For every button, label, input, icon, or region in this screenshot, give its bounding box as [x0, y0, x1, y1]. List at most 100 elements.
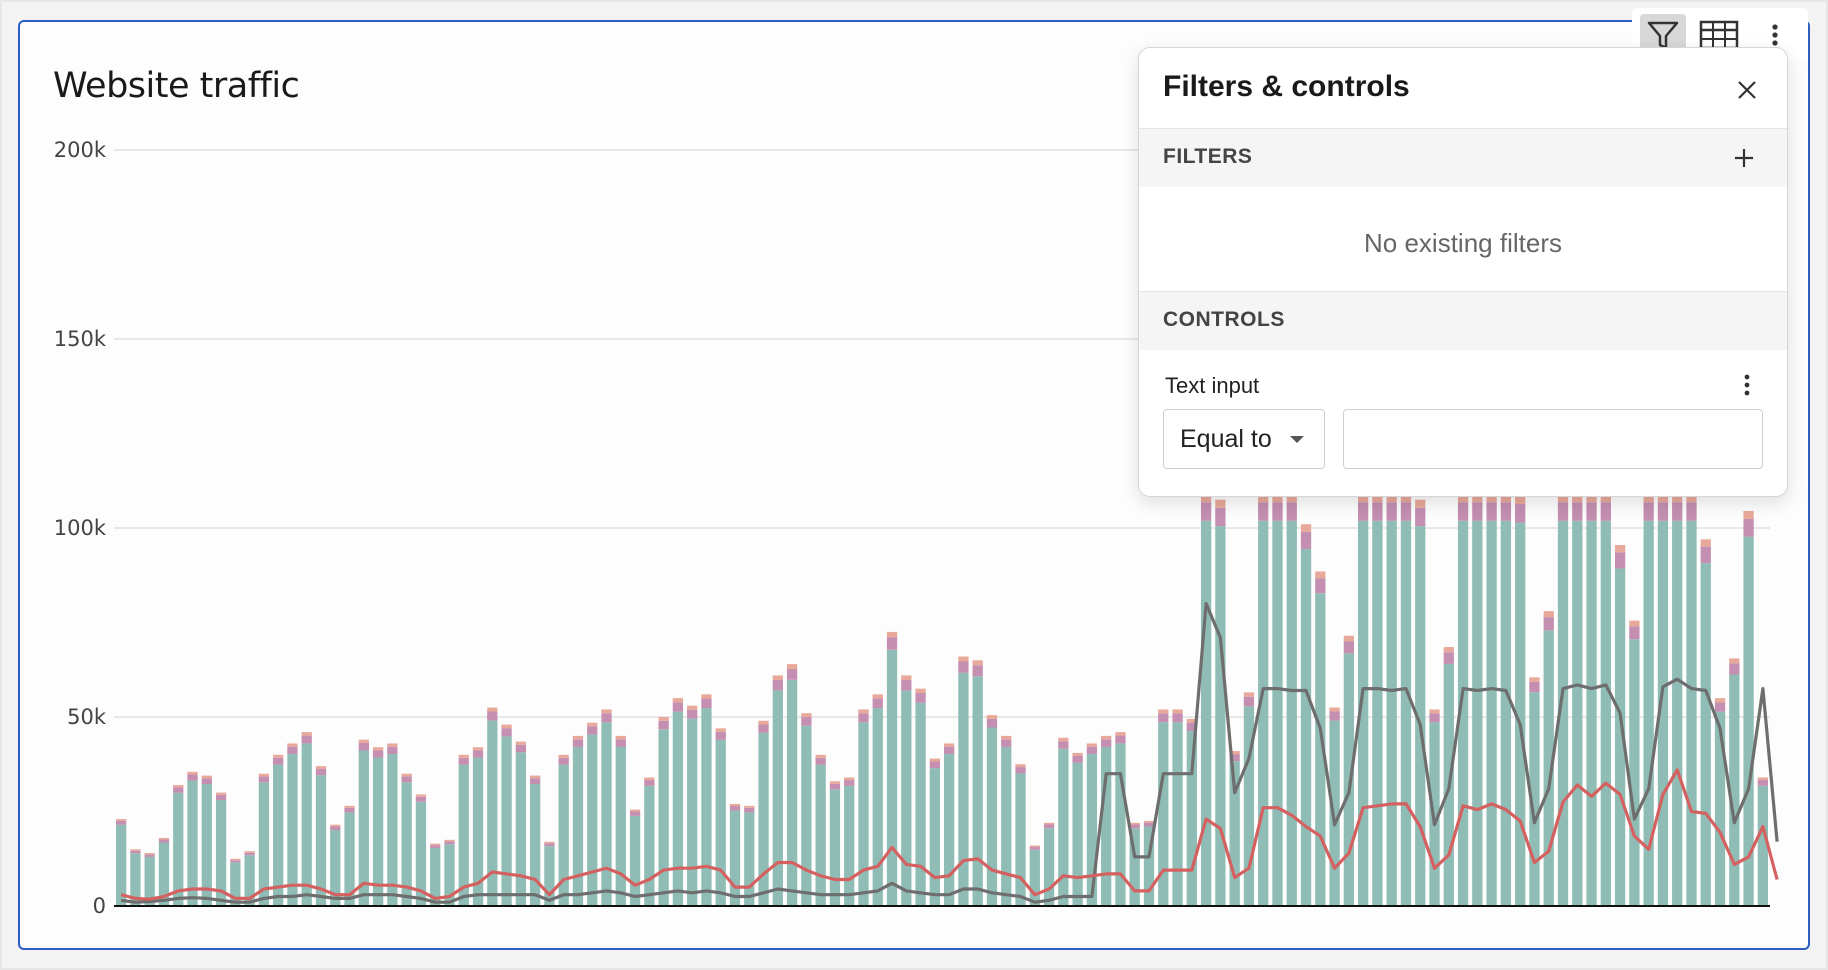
bar[interactable] — [1529, 677, 1540, 906]
bar[interactable] — [872, 694, 883, 906]
bar[interactable] — [1643, 493, 1654, 906]
bar[interactable] — [415, 794, 427, 906]
bar[interactable] — [130, 849, 141, 906]
bar[interactable] — [1443, 647, 1454, 906]
bar[interactable] — [472, 747, 484, 906]
bar[interactable] — [401, 773, 412, 906]
operator-select[interactable]: Equal to — [1163, 409, 1325, 469]
bar[interactable] — [1115, 732, 1126, 906]
bar[interactable] — [615, 735, 626, 906]
bar[interactable] — [1629, 620, 1640, 906]
bar[interactable] — [544, 841, 555, 906]
bar[interactable] — [215, 792, 227, 906]
bar[interactable] — [244, 851, 255, 906]
bar[interactable] — [801, 713, 812, 906]
bar[interactable] — [301, 732, 312, 906]
bar[interactable] — [1172, 709, 1183, 906]
bar[interactable] — [972, 660, 983, 906]
bar[interactable] — [144, 853, 155, 906]
bar[interactable] — [1043, 822, 1055, 906]
bar[interactable] — [1657, 493, 1669, 906]
bar[interactable] — [844, 777, 855, 906]
bar[interactable] — [1714, 698, 1726, 906]
bar[interactable] — [1129, 822, 1140, 906]
bar[interactable] — [515, 741, 527, 906]
bar[interactable] — [1700, 539, 1711, 906]
bar[interactable] — [1086, 743, 1098, 906]
bar[interactable] — [344, 805, 355, 906]
bar[interactable] — [1472, 493, 1483, 906]
bar[interactable] — [958, 656, 969, 906]
bar[interactable] — [986, 715, 998, 906]
bar[interactable] — [1001, 735, 1012, 906]
bar[interactable] — [330, 824, 341, 906]
bar[interactable] — [701, 694, 712, 906]
bar[interactable] — [629, 809, 641, 906]
bar[interactable] — [943, 743, 955, 906]
bar[interactable] — [158, 837, 170, 906]
bar[interactable] — [658, 717, 669, 906]
bar[interactable] — [1229, 751, 1240, 906]
bar[interactable] — [1743, 510, 1754, 906]
bar[interactable] — [372, 747, 384, 906]
bar[interactable] — [1215, 499, 1226, 906]
bar[interactable] — [1486, 493, 1497, 906]
close-panel-button[interactable] — [1733, 76, 1761, 104]
bar[interactable] — [1072, 752, 1083, 906]
control-more-button[interactable] — [1737, 370, 1757, 400]
bar[interactable] — [1372, 493, 1383, 906]
bar[interactable] — [187, 771, 198, 906]
bar[interactable] — [115, 819, 127, 906]
bar[interactable] — [1058, 737, 1069, 906]
bar[interactable] — [1586, 493, 1597, 906]
bar[interactable] — [430, 843, 441, 906]
bar[interactable] — [444, 839, 455, 906]
bar[interactable] — [1186, 718, 1197, 906]
bar[interactable] — [758, 720, 769, 906]
bar[interactable] — [1500, 493, 1512, 906]
bar[interactable] — [1757, 777, 1769, 906]
bar[interactable] — [587, 722, 598, 906]
bar[interactable] — [572, 735, 584, 906]
bar[interactable] — [1158, 709, 1169, 906]
bar[interactable] — [458, 754, 469, 906]
bar[interactable] — [358, 739, 369, 906]
bar[interactable] — [230, 858, 241, 906]
bar[interactable] — [1543, 611, 1554, 906]
bar[interactable] — [1143, 820, 1155, 906]
bar[interactable] — [529, 775, 541, 906]
bar[interactable] — [601, 709, 612, 906]
bar[interactable] — [772, 675, 783, 906]
bar[interactable] — [1015, 764, 1026, 906]
bar[interactable] — [1343, 635, 1355, 906]
add-filter-button[interactable] — [1731, 145, 1757, 171]
bar[interactable] — [815, 754, 826, 906]
bar[interactable] — [487, 707, 498, 906]
bar[interactable] — [729, 803, 741, 906]
bar[interactable] — [1258, 493, 1269, 906]
more-options-button[interactable] — [1752, 14, 1798, 56]
bar[interactable] — [273, 754, 284, 906]
bar[interactable] — [1614, 545, 1626, 906]
bar[interactable] — [1572, 493, 1583, 906]
bar[interactable] — [915, 688, 926, 906]
bar[interactable] — [1243, 692, 1255, 906]
bar[interactable] — [786, 664, 798, 906]
bar[interactable] — [901, 675, 912, 906]
bar[interactable] — [1672, 493, 1683, 906]
bar[interactable] — [1400, 493, 1412, 906]
bar[interactable] — [258, 773, 270, 906]
bar[interactable] — [501, 724, 512, 906]
bar[interactable] — [687, 705, 698, 906]
bar[interactable] — [1272, 493, 1283, 906]
bar[interactable] — [1329, 707, 1340, 906]
bar[interactable] — [1415, 499, 1426, 906]
bar[interactable] — [1029, 845, 1040, 906]
bar[interactable] — [1600, 493, 1611, 906]
bar[interactable] — [1686, 493, 1697, 906]
bar[interactable] — [886, 631, 898, 906]
bar[interactable] — [1200, 493, 1212, 906]
bars[interactable] — [115, 493, 1769, 906]
bar[interactable] — [1357, 493, 1369, 906]
bar[interactable] — [1729, 658, 1740, 906]
